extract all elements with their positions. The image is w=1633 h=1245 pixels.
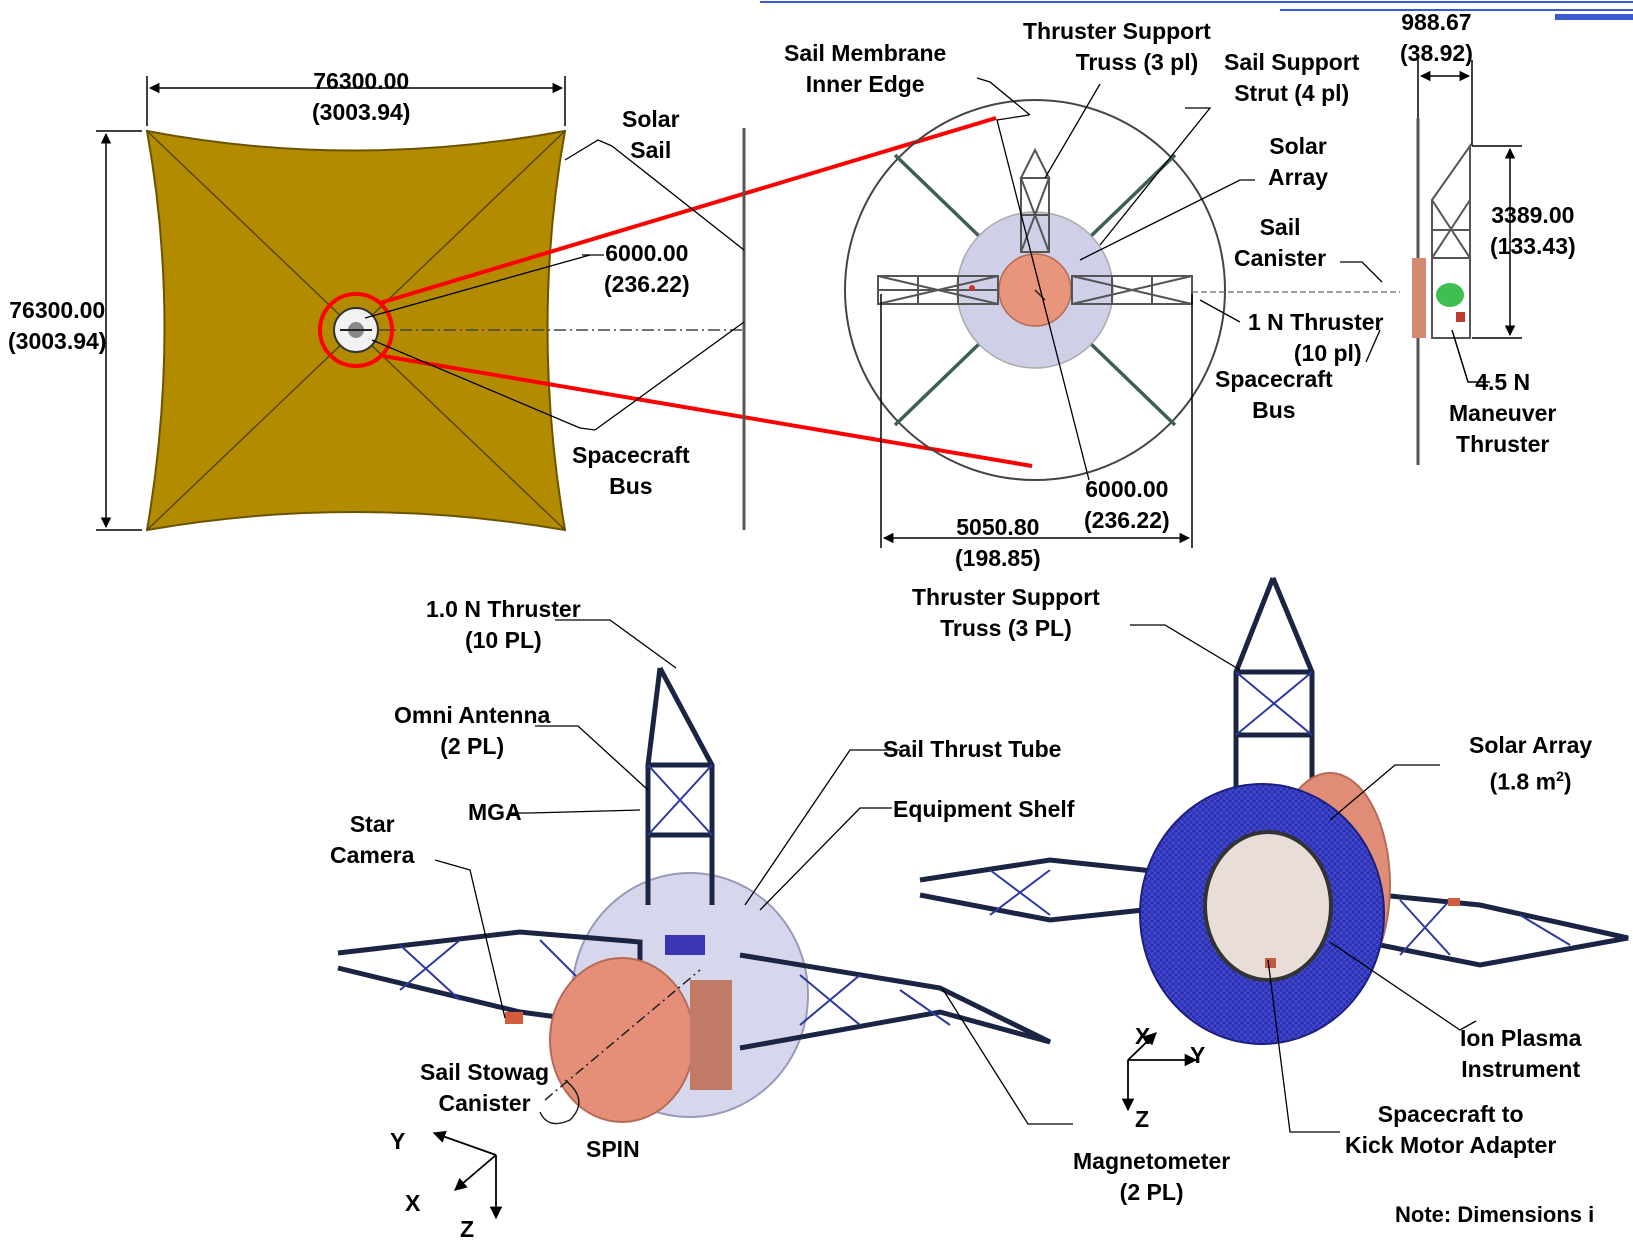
axis-x-right: X [1135, 1023, 1151, 1049]
omni-antenna-label: Omni Antenna (2 PL) [394, 702, 551, 759]
callout-circle [318, 292, 394, 368]
mga-label: MGA [468, 799, 522, 825]
leader-lines-front [976, 77, 1400, 481]
axis-y-right: Y [1190, 1042, 1206, 1068]
side-depth-label: 988.67 (38.92) [1400, 9, 1473, 66]
solar-array-label-top: Solar Array [1268, 133, 1329, 190]
left-axes [432, 1130, 503, 1220]
leader-lines-left [364, 139, 745, 431]
front-view [844, 99, 1226, 481]
right-axes [1121, 1032, 1198, 1112]
axis-x-left: X [405, 1190, 421, 1216]
callout-line-bottom [382, 354, 1033, 468]
sail-canister-label: Sail Canister [1234, 214, 1327, 271]
axis-y-left: Y [390, 1128, 406, 1154]
magnetometer-label: Magnetometer (2 PL) [1073, 1148, 1231, 1205]
thruster-support-truss-label-top: Thruster Support Truss (3 pl) [1023, 18, 1211, 75]
sail-height-label: 76300.00 (3003.94) [8, 297, 107, 354]
spin-label: SPIN [586, 1136, 640, 1162]
kick-motor-adapter-label: Spacecraft to Kick Motor Adapter [1345, 1101, 1557, 1158]
truss-span-dimension [880, 294, 1193, 548]
star-camera-label: Star Camera [330, 811, 415, 868]
sail-width-dimension [146, 76, 566, 126]
side-view [1412, 118, 1471, 465]
callout-line-top [379, 116, 997, 305]
leader-lines-left-iso [434, 619, 1073, 1125]
one-n-thruster-label-top: 1 N Thruster (10 pl) [1248, 309, 1384, 366]
right-isometric-view [919, 577, 1629, 1045]
header-rule [760, 1, 1633, 20]
side-view-dimensions [1417, 60, 1522, 383]
sail-thrust-tube-label: Sail Thrust Tube [883, 736, 1062, 762]
maneuver-thruster-label: 4.5 N Maneuver Thruster [1449, 369, 1557, 457]
sail-membrane-label: Sail Membrane Inner Edge [784, 40, 947, 97]
leader-lines-right-iso [1130, 624, 1477, 1133]
solar-array-label-bottom: Solar Array (1.8 m2) [1469, 732, 1593, 795]
spacecraft-bus-label-right: Spacecraft Bus [1215, 366, 1333, 423]
equipment-shelf-label: Equipment Shelf [893, 796, 1075, 822]
axis-z-right: Z [1135, 1106, 1150, 1132]
ion-plasma-label: Ion Plasma Instrument [1460, 1025, 1582, 1082]
sail-hub [333, 307, 379, 353]
left-isometric-view [337, 666, 1052, 1125]
inner-diameter-label: 6000.00 (236.22) [604, 240, 690, 297]
dimensions-note: Note: Dimensions i [1395, 1202, 1595, 1227]
sail-stowage-label: Sail Stowag Canister [420, 1059, 550, 1116]
side-height-label: 3389.00 (133.43) [1490, 202, 1576, 259]
solar-sail-label: Solar Sail [622, 106, 680, 163]
inner-diameter-label-bottom: 6000.00 (236.22) [1084, 476, 1170, 533]
sail-width-label: 76300.00 (3003.94) [312, 68, 411, 125]
thruster-10pl-label: 1.0 N Thruster (10 PL) [426, 596, 581, 653]
truss-span-label: 5050.80 (198.85) [955, 514, 1041, 571]
sail-height-dimension [96, 130, 142, 531]
sail-support-strut-label: Sail Support Strut (4 pl) [1224, 49, 1360, 106]
thruster-support-truss-label-bottom: Thruster Support Truss (3 PL) [912, 584, 1100, 641]
spacecraft-bus-label-left: Spacecraft Bus [572, 442, 690, 499]
